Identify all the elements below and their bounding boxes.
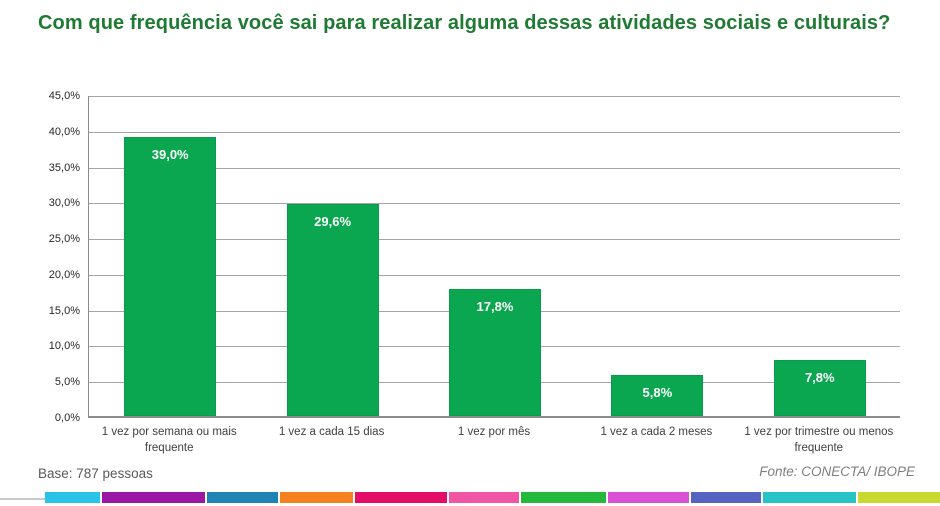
base-note: Base: 787 pessoas: [38, 466, 153, 481]
y-axis-tick-label: 20,0%: [48, 268, 80, 281]
bar: 7,8%: [773, 360, 866, 416]
chart-title: Com que frequência você sai para realiza…: [38, 12, 891, 34]
bar-value-label: 7,8%: [804, 370, 835, 386]
x-axis-label: 1 vez por semana ou mais frequente: [101, 426, 237, 455]
stripe-left-line: [0, 498, 45, 500]
y-axis-tick-label: 45,0%: [48, 90, 80, 102]
bar-value-label: 29,6%: [314, 214, 352, 230]
y-axis-tick-label: 10,0%: [48, 340, 80, 353]
decorative-color-stripe: [0, 492, 940, 503]
stripe-segment-indigo: [691, 492, 761, 503]
stripe-segment-orange: [280, 492, 353, 503]
bar-slot: 29,6%: [251, 96, 413, 416]
gridline: [89, 167, 900, 169]
bar-slot: 17,8%: [414, 96, 576, 416]
bar-value-label: 17,8%: [476, 298, 514, 314]
gridline: [89, 203, 900, 205]
stripe-segment-cyan: [45, 492, 100, 503]
y-axis-tick-label: 0,0%: [54, 412, 80, 424]
bar: 39,0%: [124, 136, 217, 416]
y-axis-tick-label: 30,0%: [48, 197, 80, 210]
y-axis-tick-label: 35,0%: [48, 161, 80, 174]
gridline: [89, 274, 900, 276]
stripe-segment-teal: [763, 492, 856, 503]
bar-slot: 39,0%: [89, 96, 251, 416]
stripe-segment-pink: [449, 492, 519, 503]
bar: 5,8%: [611, 374, 704, 416]
bar-value-label: 39,0%: [151, 146, 189, 162]
plot-area: 39,0% 29,6% 17,8% 5,8% 7,8%: [88, 96, 900, 418]
bar-value-label: 5,8%: [642, 384, 673, 400]
stripe-segment-green: [521, 492, 606, 503]
y-axis-tick-label: 25,0%: [48, 233, 80, 246]
x-axis-label: 1 vez a cada 15 dias: [278, 426, 385, 438]
gridline: [89, 131, 900, 133]
x-axis-label: 1 vez por trimestre ou menos frequente: [744, 426, 894, 455]
bar-slot: 7,8%: [739, 96, 901, 416]
stripe-segment-orchid: [608, 492, 689, 503]
bar: 29,6%: [286, 204, 379, 416]
stripe-segment-yellow-green: [858, 492, 940, 503]
y-axis-tick-label: 5,0%: [54, 376, 80, 389]
y-axis-tick-label: 40,0%: [48, 125, 80, 138]
stripe-segment-purple: [102, 492, 205, 503]
x-axis-label: 1 vez a cada 2 meses: [600, 426, 713, 438]
gridline: [89, 96, 900, 97]
y-axis-tick-label: 15,0%: [48, 304, 80, 317]
stripe-segment-steel-blue: [207, 492, 278, 503]
bar: 17,8%: [448, 288, 541, 416]
source-note: Fonte: CONECTA/ IBOPE: [759, 464, 915, 479]
stripe-segment-crimson: [355, 492, 447, 503]
gridline: [89, 239, 900, 241]
bar-slot: 5,8%: [576, 96, 738, 416]
x-axis-label: 1 vez por mês: [457, 426, 531, 438]
